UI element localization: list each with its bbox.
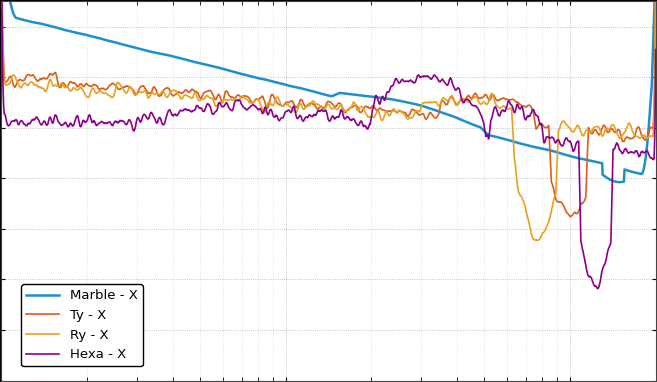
- Marble - X: [341, 91, 349, 96]
- Legend: Marble - X, Ty - X, Ry - X, Hexa - X: Marble - X, Ty - X, Ry - X, Hexa - X: [21, 284, 143, 366]
- Line: Ty - X: Ty - X: [1, 0, 656, 217]
- Hexa - X: [341, 117, 349, 121]
- Hexa - X: [594, 286, 602, 291]
- Hexa - X: [84, 115, 92, 120]
- Marble - X: [355, 93, 363, 97]
- Hexa - X: [218, 104, 226, 109]
- Ry - X: [533, 238, 541, 243]
- Hexa - X: [355, 123, 363, 127]
- Marble - X: [281, 83, 289, 87]
- Hexa - X: [652, 47, 657, 52]
- Ty - X: [355, 108, 363, 112]
- Line: Marble - X: Marble - X: [1, 0, 656, 182]
- Ry - X: [355, 107, 363, 112]
- Ty - X: [218, 100, 226, 104]
- Line: Hexa - X: Hexa - X: [1, 0, 656, 288]
- Ty - X: [566, 214, 574, 219]
- Marble - X: [218, 66, 226, 71]
- Line: Ry - X: Ry - X: [1, 0, 656, 240]
- Ty - X: [108, 81, 116, 86]
- Hexa - X: [281, 110, 289, 115]
- Ty - X: [281, 101, 289, 106]
- Ty - X: [84, 83, 92, 87]
- Ry - X: [281, 102, 289, 107]
- Ty - X: [341, 110, 349, 115]
- Ry - X: [218, 100, 226, 105]
- Ry - X: [84, 95, 92, 100]
- Marble - X: [616, 180, 623, 185]
- Ry - X: [341, 109, 349, 114]
- Marble - X: [108, 39, 116, 44]
- Ry - X: [108, 95, 116, 100]
- Hexa - X: [108, 123, 116, 127]
- Marble - X: [84, 33, 92, 38]
